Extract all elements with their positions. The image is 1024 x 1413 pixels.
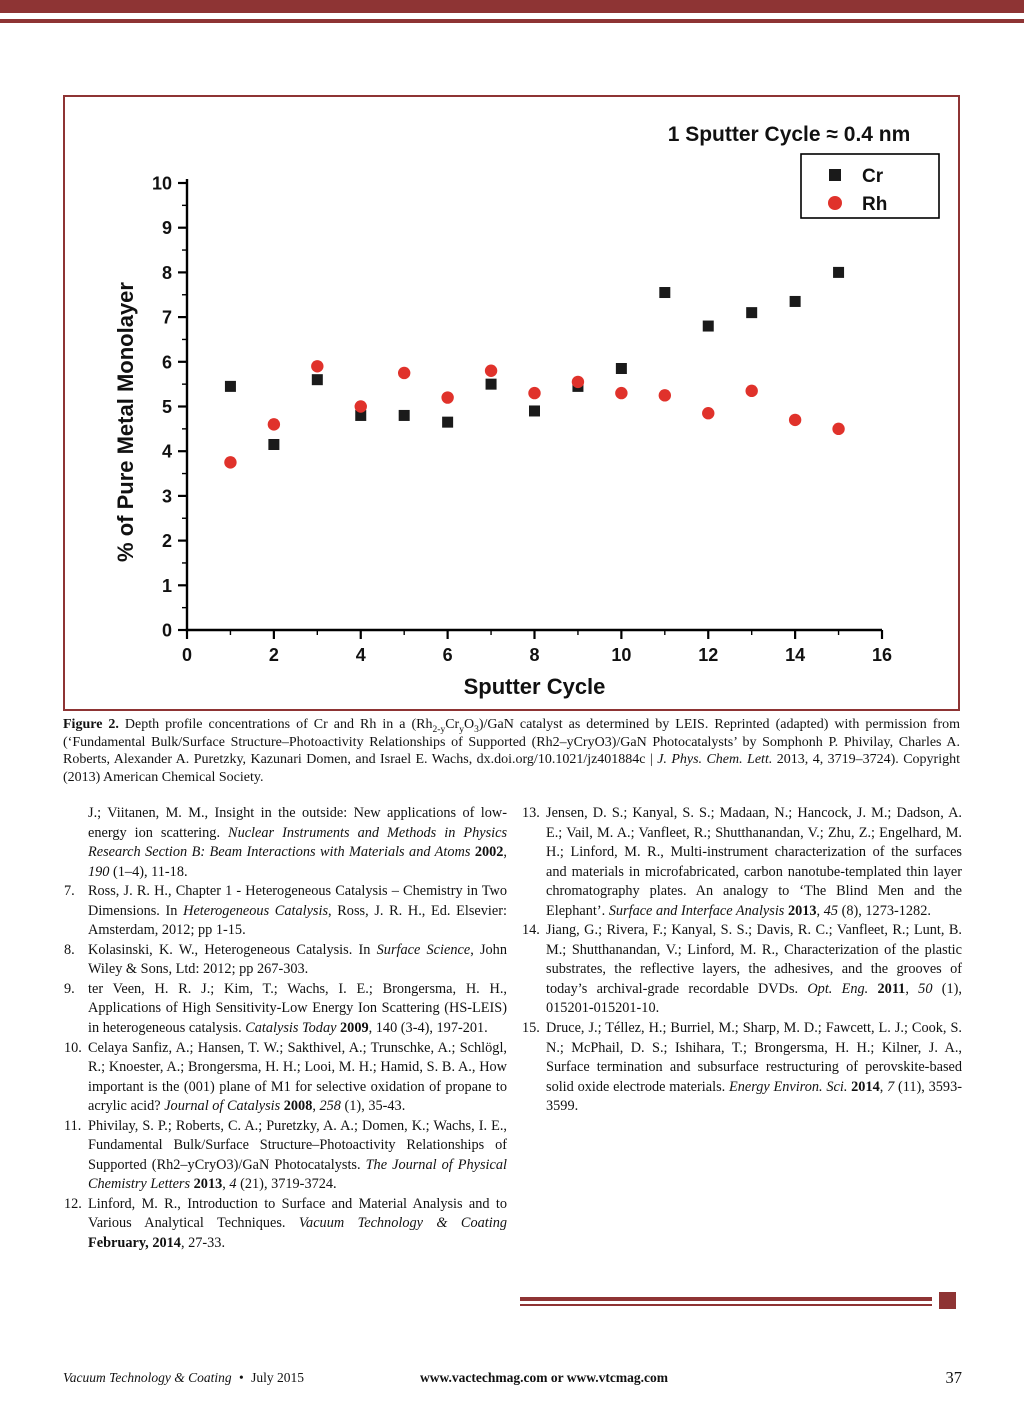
reference-text: ter Veen, H. R. J.; Kim, T.; Wachs, I. E… bbox=[88, 980, 507, 1037]
reference-continuation: J.; Viitanen, M. M., Insight in the outs… bbox=[64, 804, 507, 882]
svg-text:9: 9 bbox=[162, 218, 172, 238]
reference-item-11: 11. Phivilay, S. P.; Roberts, C. A.; Pure… bbox=[64, 1117, 507, 1195]
x-axis-label: Sputter Cycle bbox=[464, 674, 606, 699]
svg-text:10: 10 bbox=[152, 174, 172, 194]
top-border-thin bbox=[0, 19, 1024, 23]
reference-item-9: 9. ter Veen, H. R. J.; Kim, T.; Wachs, I.… bbox=[64, 980, 507, 1039]
svg-text:8: 8 bbox=[529, 645, 539, 665]
reference-number: 13. bbox=[522, 805, 540, 821]
reference-text: Linford, M. R., Introduction to Surface … bbox=[88, 1195, 507, 1252]
svg-text:0: 0 bbox=[162, 621, 172, 641]
reference-item-7: 7. Ross, J. R. H., Chapter 1 - Heterogene… bbox=[64, 882, 507, 941]
reference-number: 11. bbox=[64, 1117, 82, 1134]
legend-square-marker bbox=[829, 169, 841, 181]
references-left-column: J.; Viitanen, M. M., Insight in the outs… bbox=[64, 804, 507, 1254]
svg-text:4: 4 bbox=[356, 645, 366, 665]
journal-name: Vacuum Technology & Coating bbox=[63, 1370, 232, 1385]
series-rh-points bbox=[224, 360, 845, 469]
footer-rule bbox=[520, 1297, 932, 1306]
reference-text: Celaya Sanfiz, A.; Hansen, T. W.; Sakthi… bbox=[88, 1039, 507, 1115]
series-cr-points bbox=[224, 266, 845, 450]
reference-number: 15. bbox=[522, 1020, 540, 1037]
svg-text:8: 8 bbox=[162, 263, 172, 283]
reference-item-10: 10. Celaya Sanfiz, A.; Hansen, T. W.; Sak… bbox=[64, 1039, 507, 1117]
reference-item-15: 15. Druce, J.; Téllez, H.; Burriel, M.; S… bbox=[522, 1019, 962, 1117]
reference-text: Jensen, D. S.; Kanyal, S. S.; Madaan, N.… bbox=[546, 805, 962, 919]
reference-text: Druce, J.; Téllez, H.; Burriel, M.; Shar… bbox=[546, 1020, 962, 1115]
footer-rule-bottom-line bbox=[520, 1304, 932, 1306]
issue-date: July 2015 bbox=[251, 1370, 304, 1385]
svg-text:6: 6 bbox=[162, 352, 172, 372]
references-right-column: 13. Jensen, D. S.; Kanyal, S. S.; Madaan,… bbox=[522, 804, 962, 1117]
reference-text: Phivilay, S. P.; Roberts, C. A.; Puretzk… bbox=[88, 1117, 507, 1193]
svg-text:6: 6 bbox=[443, 645, 453, 665]
legend-label-cr: Cr bbox=[862, 166, 884, 187]
svg-text:14: 14 bbox=[785, 645, 805, 665]
svg-text:2: 2 bbox=[162, 531, 172, 551]
svg-text:4: 4 bbox=[162, 442, 172, 462]
chart-legend: Cr Rh bbox=[800, 153, 940, 219]
reference-item-14: 14. Jiang, G.; Rivera, F.; Kanyal, S. S.;… bbox=[522, 921, 962, 1019]
svg-text:0: 0 bbox=[182, 645, 192, 665]
figure-2-panel: 1 Sputter Cycle ≈ 0.4 nm 0 1 2 3 4 5 6 7 8 9 10 0 2 4 6… bbox=[63, 95, 960, 711]
page-number: 37 bbox=[945, 1368, 963, 1387]
svg-text:2: 2 bbox=[269, 645, 279, 665]
top-border-thick bbox=[0, 0, 1024, 13]
footer-separator: • bbox=[239, 1370, 244, 1385]
svg-text:7: 7 bbox=[162, 308, 172, 328]
page-footer: Vacuum Technology & Coating • July 2015 … bbox=[0, 1368, 1024, 1390]
chart-annotation: 1 Sputter Cycle ≈ 0.4 nm bbox=[668, 123, 911, 146]
y-axis-label: % of Pure Metal Monolayer bbox=[113, 282, 138, 562]
reference-item-13: 13. Jensen, D. S.; Kanyal, S. S.; Madaan,… bbox=[522, 804, 962, 921]
svg-text:3: 3 bbox=[162, 486, 172, 506]
figure-caption: Figure 2. Depth profile concentrations o… bbox=[63, 717, 961, 785]
reference-text: Ross, J. R. H., Chapter 1 - Heterogeneou… bbox=[88, 883, 507, 939]
website-text: www.vactechmag.com or www.vtcmag.com bbox=[420, 1370, 668, 1385]
journal-info: Vacuum Technology & Coating • July 2015 bbox=[63, 1370, 304, 1386]
svg-text:1: 1 bbox=[162, 576, 172, 596]
reference-item-12: 12. Linford, M. R., Introduction to Surfa… bbox=[64, 1195, 507, 1254]
footer-rule-square bbox=[939, 1292, 956, 1309]
svg-text:10: 10 bbox=[611, 645, 631, 665]
footer-rule-top-line bbox=[520, 1297, 932, 1301]
svg-text:12: 12 bbox=[698, 645, 718, 665]
reference-text: Kolasinski, K. W., Heterogeneous Catalys… bbox=[88, 941, 507, 978]
reference-number: 12. bbox=[64, 1195, 82, 1212]
reference-text: Jiang, G.; Rivera, F.; Kanyal, S. S.; Da… bbox=[546, 922, 962, 1017]
reference-number: 9. bbox=[64, 980, 75, 997]
reference-number: 7. bbox=[64, 883, 75, 900]
reference-number: 10. bbox=[64, 1039, 82, 1056]
reference-item-8: 8. Kolasinski, K. W., Heterogeneous Catal… bbox=[64, 941, 507, 980]
legend-circle-marker bbox=[828, 196, 842, 210]
legend-label-rh: Rh bbox=[862, 194, 887, 215]
svg-text:16: 16 bbox=[872, 645, 892, 665]
reference-number: 14. bbox=[522, 922, 540, 939]
svg-text:5: 5 bbox=[162, 397, 172, 417]
reference-number: 8. bbox=[64, 941, 75, 958]
reference-text: J.; Viitanen, M. M., Insight in the outs… bbox=[88, 805, 508, 880]
